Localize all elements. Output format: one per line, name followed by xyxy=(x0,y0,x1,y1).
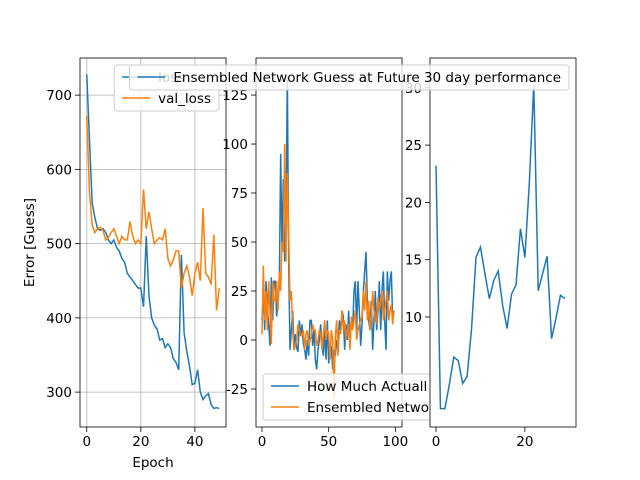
y-tick-label: 75 xyxy=(231,186,248,202)
legend-label: val_loss xyxy=(158,91,211,107)
axes-frame xyxy=(429,57,577,428)
series-line xyxy=(86,115,220,311)
x-axis-label: Epoch xyxy=(132,455,173,471)
axes-background xyxy=(256,58,402,427)
x-tick-label: 0 xyxy=(82,434,91,450)
legend: Ensembled Network Guess at Future 30 day… xyxy=(128,64,570,91)
x-tick-label: 40 xyxy=(186,434,203,450)
legend-box xyxy=(128,64,570,91)
x-tick-label: 20 xyxy=(132,434,149,450)
y-tick-label: 700 xyxy=(46,88,72,104)
x-tick-label: 0 xyxy=(432,434,441,450)
legend: How Much Actuall Ensembled Netwo xyxy=(262,373,438,421)
axes-frame xyxy=(255,57,403,428)
y-tick-label: 300 xyxy=(46,385,72,401)
y-tick-label: 100 xyxy=(222,137,248,153)
series-line xyxy=(435,84,566,410)
x-tick-label: 100 xyxy=(382,434,408,450)
y-tick-label: 25 xyxy=(231,284,248,300)
y-tick-label: 25 xyxy=(405,138,422,154)
axes-background xyxy=(430,58,576,427)
axes: 0 20 40 300 400 500 600 700 Epoch Error [Guess] xyxy=(22,57,227,471)
y-tick-label: 500 xyxy=(46,237,72,253)
y-tick-label: 10 xyxy=(405,310,422,326)
y-tick-label: -25 xyxy=(226,382,248,398)
series-line xyxy=(86,74,220,410)
y-tick-label: 600 xyxy=(46,162,72,178)
x-tick-label: 20 xyxy=(516,434,533,450)
y-tick-label: 15 xyxy=(405,253,422,269)
legend-label: How Much Actuall xyxy=(307,379,427,395)
y-tick-label: 20 xyxy=(405,195,422,211)
axes: 0 50 100 -25 0 25 50 75 100 125 xyxy=(222,57,408,450)
series-line xyxy=(261,144,395,399)
y-axis-label: Error [Guess] xyxy=(22,198,38,287)
y-tick-label: 0 xyxy=(239,333,248,349)
y-tick-label: 400 xyxy=(46,311,72,327)
y-tick-label: 50 xyxy=(231,235,248,251)
x-tick-label: 0 xyxy=(258,434,267,450)
axes: 0201015202530 xyxy=(405,57,577,450)
y-tick-label: 125 xyxy=(222,88,248,104)
legend-label: Ensembled Netwo xyxy=(307,400,429,416)
legend-label: Ensembled Network Guess at Future 30 day… xyxy=(173,70,561,86)
x-tick-label: 50 xyxy=(320,434,337,450)
axes-frame xyxy=(79,57,227,428)
